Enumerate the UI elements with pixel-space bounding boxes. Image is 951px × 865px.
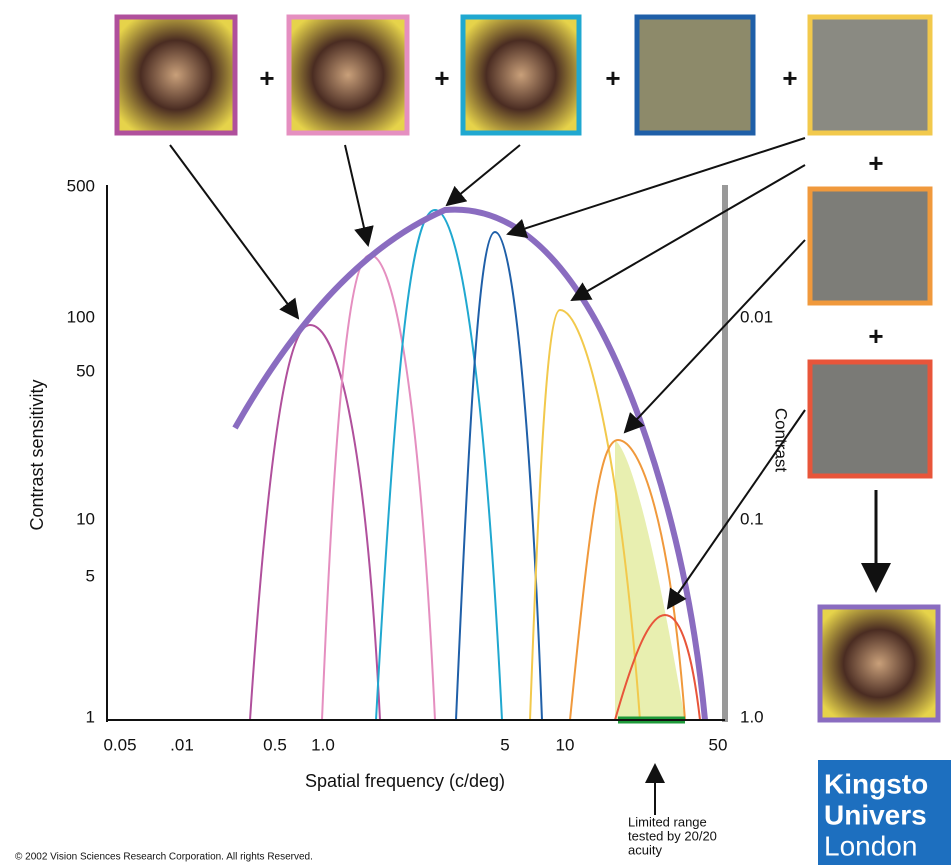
x-tick-label: 0.05 bbox=[103, 735, 136, 754]
x-tick-label: 0.5 bbox=[263, 735, 287, 754]
arrow bbox=[625, 240, 805, 432]
plus-sign: + bbox=[782, 63, 797, 93]
thumbnail bbox=[820, 607, 938, 720]
y-tick-label: 10 bbox=[76, 509, 95, 528]
y-axis-label: Contrast sensitivity bbox=[27, 379, 47, 530]
copyright: © 2002 Vision Sciences Research Corporat… bbox=[15, 852, 313, 863]
arrow bbox=[447, 145, 520, 205]
thumbnails bbox=[117, 17, 938, 720]
x-tick-label: .01 bbox=[170, 735, 194, 754]
x-tick-label: 5 bbox=[500, 735, 509, 754]
channel bbox=[250, 325, 380, 720]
x-tick-label: 50 bbox=[709, 735, 728, 754]
thumbnail bbox=[463, 17, 579, 133]
channels bbox=[235, 210, 705, 720]
logo-text: Kingsto bbox=[824, 768, 928, 799]
arrow bbox=[170, 145, 298, 318]
thumbnail bbox=[117, 17, 235, 133]
y-tick-label: 50 bbox=[76, 361, 95, 380]
labels: + + + + + +500 100 50 10 5 1 0.01 0.1 1.0 0.05 .01 0.5 1.… bbox=[67, 63, 929, 862]
logo-text: Univers bbox=[824, 799, 927, 830]
channel bbox=[322, 255, 435, 720]
plus-sign: + bbox=[868, 148, 883, 178]
x-tick-label: 1.0 bbox=[311, 735, 335, 754]
annotation: acuity bbox=[628, 842, 662, 857]
arrow bbox=[345, 145, 368, 245]
plus-sign: + bbox=[868, 321, 883, 351]
arrows bbox=[170, 138, 805, 815]
annotation: tested by 20/20 bbox=[628, 828, 717, 843]
plus-sign: + bbox=[605, 63, 620, 93]
annotation: Limited range bbox=[628, 814, 707, 829]
plus-sign: + bbox=[259, 63, 274, 93]
x-tick-label: 10 bbox=[556, 735, 575, 754]
y-tick-label: 100 bbox=[67, 307, 95, 326]
acuity-region bbox=[615, 440, 685, 720]
y-tick-label: 500 bbox=[67, 176, 95, 195]
thumbnail bbox=[810, 362, 930, 476]
thumbnail bbox=[289, 17, 407, 133]
y-tick-label: 5 bbox=[86, 566, 95, 585]
figure: Contrast sensitivity Contrast Spatial fr… bbox=[0, 0, 951, 865]
right-tick-label: 1.0 bbox=[740, 707, 764, 726]
y-tick-label: 1 bbox=[86, 707, 95, 726]
plus-sign: + bbox=[434, 63, 449, 93]
thumbnail bbox=[810, 189, 930, 303]
arrow bbox=[508, 138, 805, 234]
thumbnail bbox=[810, 17, 930, 133]
right-axis-label: Contrast bbox=[772, 408, 791, 473]
x-axis-label: Spatial frequency (c/deg) bbox=[305, 771, 505, 791]
arrow bbox=[572, 165, 805, 300]
right-tick-label: 0.1 bbox=[740, 509, 764, 528]
channel bbox=[376, 210, 502, 720]
thumbnail bbox=[637, 17, 753, 133]
logo-text: London bbox=[824, 830, 917, 861]
right-tick-label: 0.01 bbox=[740, 307, 773, 326]
